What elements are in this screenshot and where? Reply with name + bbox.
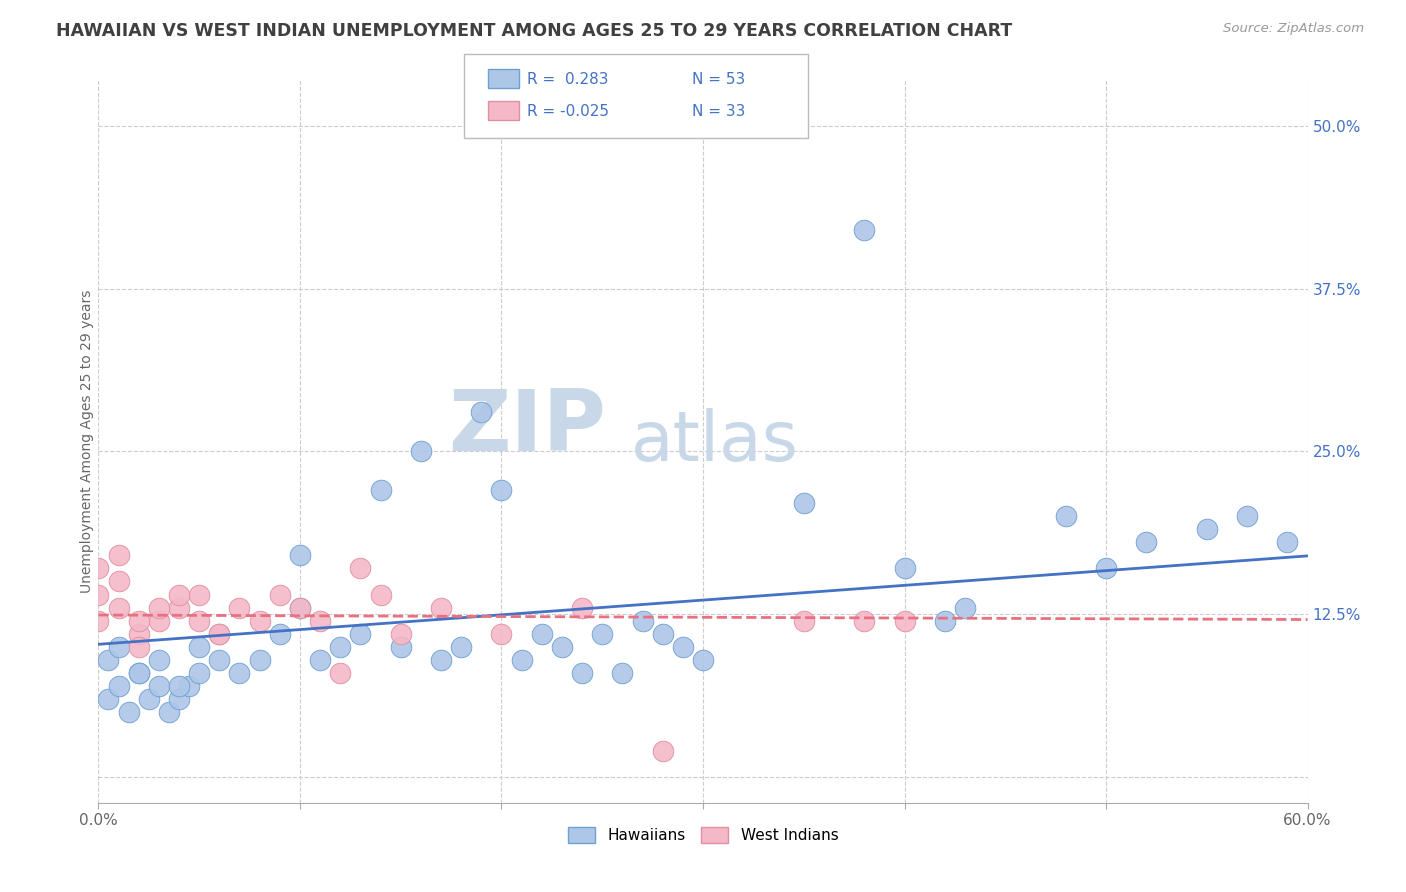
Point: [107, 640, 129, 654]
Point: [188, 665, 211, 680]
Point: [853, 614, 876, 628]
Point: [288, 600, 311, 615]
Point: [87, 614, 110, 628]
Point: [107, 679, 129, 693]
Point: [430, 652, 453, 666]
Text: R = -0.025: R = -0.025: [527, 104, 609, 119]
Point: [87, 587, 110, 601]
Point: [409, 444, 432, 458]
Point: [188, 614, 211, 628]
Point: [370, 587, 392, 601]
Point: [1236, 509, 1258, 524]
Point: [128, 665, 150, 680]
Point: [128, 626, 150, 640]
Point: [167, 600, 190, 615]
Point: [1135, 535, 1157, 549]
Point: [430, 600, 453, 615]
Point: [87, 561, 110, 575]
Point: [128, 614, 150, 628]
Point: [249, 652, 271, 666]
Point: [551, 640, 574, 654]
Point: [269, 626, 291, 640]
Text: ZIP: ZIP: [449, 385, 606, 468]
Point: [1054, 509, 1077, 524]
Point: [148, 679, 170, 693]
Point: [188, 587, 211, 601]
Point: [491, 483, 513, 498]
Point: [128, 640, 150, 654]
Point: [510, 652, 533, 666]
Point: [793, 614, 815, 628]
Point: [571, 600, 593, 615]
Point: [470, 405, 492, 419]
Point: [107, 549, 129, 563]
Point: [288, 600, 311, 615]
Point: [208, 652, 231, 666]
Point: [370, 483, 392, 498]
Point: [692, 652, 714, 666]
Point: [612, 665, 634, 680]
Text: atlas: atlas: [630, 408, 799, 475]
Text: N = 53: N = 53: [692, 72, 745, 87]
Legend: Hawaiians, West Indians: Hawaiians, West Indians: [561, 822, 845, 849]
Point: [188, 640, 211, 654]
Point: [128, 665, 150, 680]
Point: [208, 626, 231, 640]
Point: [228, 665, 250, 680]
Point: [389, 626, 412, 640]
Point: [309, 614, 332, 628]
Text: R =  0.283: R = 0.283: [527, 72, 609, 87]
Point: [853, 223, 876, 237]
Text: Source: ZipAtlas.com: Source: ZipAtlas.com: [1223, 22, 1364, 36]
Point: [591, 626, 613, 640]
Point: [167, 679, 190, 693]
Point: [631, 614, 654, 628]
Point: [491, 626, 513, 640]
Point: [651, 626, 673, 640]
Point: [651, 744, 673, 758]
Point: [107, 574, 129, 589]
Point: [934, 614, 956, 628]
Point: [138, 691, 160, 706]
Point: [571, 665, 593, 680]
Point: [893, 561, 915, 575]
Point: [793, 496, 815, 510]
Point: [228, 600, 250, 615]
Point: [208, 626, 231, 640]
Point: [97, 652, 120, 666]
Point: [148, 652, 170, 666]
Point: [893, 614, 915, 628]
Point: [349, 561, 371, 575]
Point: [148, 614, 170, 628]
Point: [309, 652, 332, 666]
Text: N = 33: N = 33: [692, 104, 745, 119]
Y-axis label: Unemployment Among Ages 25 to 29 years: Unemployment Among Ages 25 to 29 years: [80, 290, 94, 593]
Point: [953, 600, 976, 615]
Text: HAWAIIAN VS WEST INDIAN UNEMPLOYMENT AMONG AGES 25 TO 29 YEARS CORRELATION CHART: HAWAIIAN VS WEST INDIAN UNEMPLOYMENT AMO…: [56, 22, 1012, 40]
Point: [249, 614, 271, 628]
Point: [179, 679, 201, 693]
Point: [148, 600, 170, 615]
Point: [530, 626, 553, 640]
Point: [329, 640, 352, 654]
Point: [329, 665, 352, 680]
Point: [1195, 523, 1218, 537]
Point: [167, 691, 190, 706]
Point: [167, 587, 190, 601]
Point: [1095, 561, 1118, 575]
Point: [107, 600, 129, 615]
Point: [97, 691, 120, 706]
Point: [1277, 535, 1299, 549]
Point: [157, 705, 180, 719]
Point: [450, 640, 472, 654]
Point: [389, 640, 412, 654]
Point: [349, 626, 371, 640]
Point: [118, 705, 141, 719]
Point: [288, 549, 311, 563]
Point: [269, 587, 291, 601]
Point: [672, 640, 695, 654]
